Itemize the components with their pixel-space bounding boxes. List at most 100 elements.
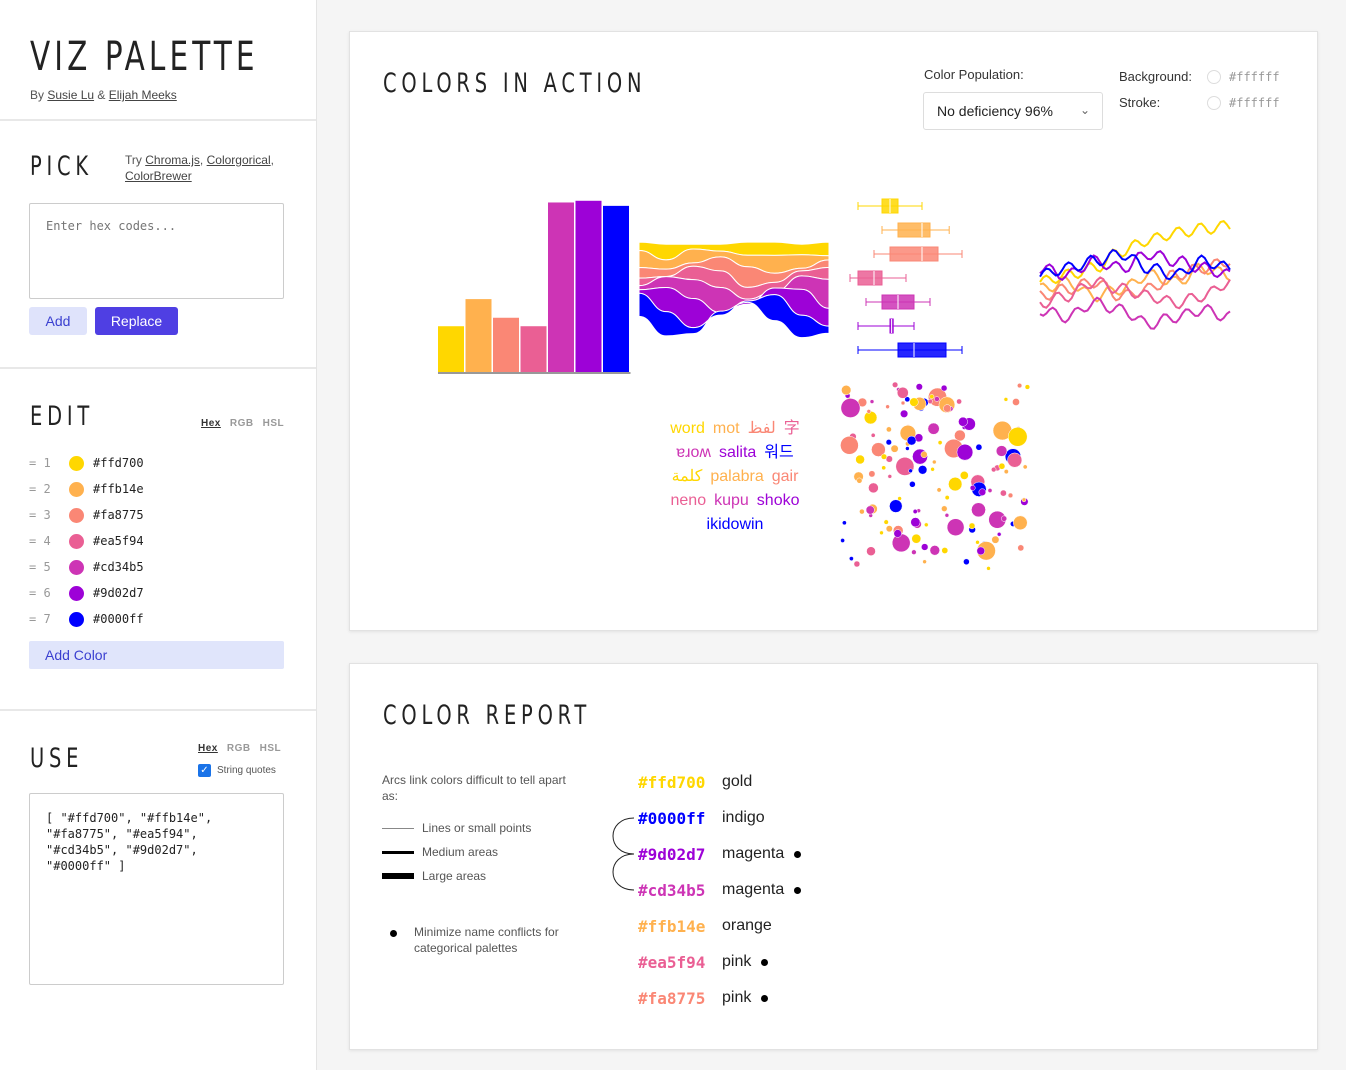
use-format-hsl[interactable]: HSL bbox=[259, 743, 282, 754]
color-row[interactable]: = 5 #cd34b5 bbox=[29, 557, 144, 577]
add-color-button[interactable]: Add Color bbox=[29, 641, 284, 669]
scatter-point bbox=[909, 481, 916, 488]
background-swatch[interactable] bbox=[1207, 69, 1221, 84]
color-swatch[interactable] bbox=[69, 585, 84, 601]
report-color-name: pink bbox=[722, 953, 752, 970]
add-button[interactable]: Add bbox=[29, 307, 87, 335]
name-conflict-dot-icon bbox=[794, 850, 802, 858]
scatter-point bbox=[849, 556, 854, 561]
use-format-hex[interactable]: Hex bbox=[198, 743, 218, 754]
color-row[interactable]: = 2 #ffb14e bbox=[29, 479, 144, 499]
color-hex: #fa8775 bbox=[93, 508, 144, 522]
legend-large-label: Large areas bbox=[422, 869, 487, 883]
color-hex: #9d02d7 bbox=[93, 586, 144, 600]
scatter-point bbox=[912, 509, 918, 514]
color-swatch[interactable] bbox=[69, 481, 84, 497]
author-link-susie[interactable]: Susie Lu bbox=[47, 88, 95, 102]
string-quotes-label: String quotes bbox=[217, 765, 276, 776]
scatter-point bbox=[868, 470, 876, 478]
color-swatch[interactable] bbox=[69, 611, 84, 627]
scatter-point bbox=[1007, 427, 1028, 447]
scatter-point bbox=[855, 454, 865, 465]
scatter-point bbox=[954, 429, 966, 442]
drag-handle-icon[interactable]: = 5 bbox=[29, 560, 51, 574]
scatter-point bbox=[922, 559, 927, 564]
legend-medium: Medium areas bbox=[382, 845, 498, 859]
color-population-select[interactable]: No deficiency 96% ⌄ bbox=[923, 92, 1103, 130]
stroke-label: Stroke: bbox=[1119, 95, 1161, 110]
scatter-point bbox=[885, 439, 892, 446]
scatter-point bbox=[897, 496, 902, 501]
scatter-point bbox=[932, 459, 937, 465]
try-comma-2: , bbox=[270, 153, 274, 167]
edit-format-hsl[interactable]: HSL bbox=[262, 418, 285, 429]
scatter-point bbox=[956, 443, 974, 461]
colorgorical-link[interactable]: Colorgorical bbox=[206, 153, 271, 167]
scatter-point bbox=[889, 499, 903, 513]
drag-handle-icon[interactable]: = 7 bbox=[29, 612, 51, 626]
report-color-name: gold bbox=[722, 773, 753, 790]
background-control[interactable]: Background: #ffffff bbox=[1119, 69, 1280, 84]
use-format-rgb[interactable]: RGB bbox=[226, 743, 251, 754]
color-swatch[interactable] bbox=[69, 507, 84, 523]
word-sample: 字 bbox=[783, 420, 800, 437]
color-row[interactable]: = 6 #9d02d7 bbox=[29, 583, 144, 603]
scatter-point bbox=[890, 444, 899, 453]
scatter-point bbox=[941, 505, 948, 512]
drag-handle-icon[interactable]: = 2 bbox=[29, 482, 51, 496]
edit-heading: EDIT bbox=[30, 401, 95, 432]
minimize-note: Minimize name conflicts for categorical … bbox=[390, 924, 580, 956]
pick-section: PICK Try Chroma.js, Colorgorical, ColorB… bbox=[0, 121, 316, 369]
color-swatch[interactable] bbox=[69, 533, 84, 549]
replace-button[interactable]: Replace bbox=[95, 307, 178, 335]
drag-handle-icon[interactable]: = 4 bbox=[29, 534, 51, 548]
scatter-point bbox=[920, 451, 928, 459]
name-conflict-dot-icon bbox=[761, 958, 769, 966]
chroma-link[interactable]: Chroma.js bbox=[145, 153, 200, 167]
scatter-point bbox=[905, 446, 910, 451]
scatter-point bbox=[1012, 398, 1020, 406]
minimize-note-text: Minimize name conflicts for categorical … bbox=[414, 925, 559, 955]
author-link-elijah[interactable]: Elijah Meeks bbox=[108, 88, 177, 102]
color-row[interactable]: = 7 #0000ff bbox=[29, 609, 144, 629]
scatter-point bbox=[1003, 469, 1009, 475]
colorbrewer-link[interactable]: ColorBrewer bbox=[125, 169, 192, 183]
hex-codes-input[interactable] bbox=[29, 203, 284, 299]
word-sample: ɐɹoʍ bbox=[676, 444, 711, 461]
color-swatch[interactable] bbox=[69, 559, 84, 575]
edit-format-hex[interactable]: Hex bbox=[201, 418, 221, 429]
legend-lines: Lines or small points bbox=[382, 821, 531, 835]
scatter-point bbox=[927, 422, 940, 435]
string-quotes-checkbox[interactable]: ✓ bbox=[198, 764, 211, 777]
scatter-point bbox=[971, 502, 986, 518]
color-population-label: Color Population: bbox=[924, 67, 1024, 82]
drag-handle-icon[interactable]: = 6 bbox=[29, 586, 51, 600]
scatter-point bbox=[995, 445, 1008, 457]
color-hex: #ea5f94 bbox=[93, 534, 144, 548]
color-row[interactable]: = 3 #fa8775 bbox=[29, 505, 144, 525]
drag-handle-icon[interactable]: = 1 bbox=[29, 456, 51, 470]
color-hex: #0000ff bbox=[93, 612, 144, 626]
palette-output[interactable]: [ "#ffd700", "#ffb14e", "#fa8775", "#ea5… bbox=[29, 793, 284, 985]
report-row: #9d02d7 magenta bbox=[638, 842, 802, 866]
scatter-point bbox=[986, 566, 991, 571]
stroke-swatch[interactable] bbox=[1207, 95, 1221, 110]
bar bbox=[603, 205, 629, 372]
string-quotes-option[interactable]: ✓ String quotes bbox=[198, 764, 276, 777]
bar bbox=[520, 326, 547, 372]
legend-thin-line bbox=[382, 827, 414, 829]
arc-magenta-magenta bbox=[612, 853, 635, 891]
stroke-control[interactable]: Stroke: #ffffff bbox=[1119, 95, 1280, 110]
report-row: #ffb14e orange bbox=[638, 914, 782, 938]
color-row[interactable]: = 1 #ffd700 bbox=[29, 453, 144, 473]
drag-handle-icon[interactable]: = 3 bbox=[29, 508, 51, 522]
edit-section: EDIT Hex RGB HSL = 1 #ffd700 = 2 #ffb14e = 3… bbox=[0, 369, 316, 711]
scatter-point bbox=[1007, 452, 1023, 468]
scatter-point bbox=[969, 485, 976, 491]
arc-indigo-magenta bbox=[612, 817, 635, 855]
color-swatch[interactable] bbox=[69, 455, 84, 471]
edit-format-rgb[interactable]: RGB bbox=[229, 418, 254, 429]
report-color-name: magenta bbox=[722, 881, 785, 898]
color-row[interactable]: = 4 #ea5f94 bbox=[29, 531, 144, 551]
scatter-point bbox=[968, 522, 976, 530]
